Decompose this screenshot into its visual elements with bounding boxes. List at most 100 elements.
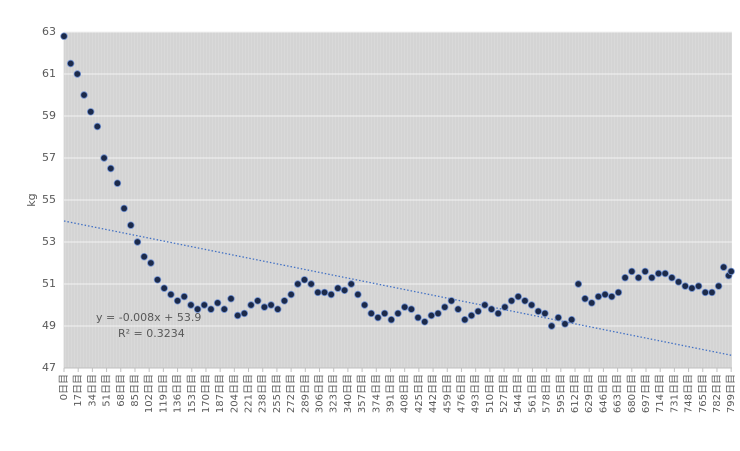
data-point [554,313,563,322]
data-point [207,305,215,313]
x-tick-label: 612日目 [570,374,581,413]
data-point [547,322,556,330]
data-point [621,274,629,282]
x-tick-label: 748日目 [684,374,695,413]
data-point [340,286,349,294]
data-point [521,297,529,305]
data-point [367,309,375,318]
y-tick-label: 57 [42,151,56,164]
data-point [681,282,689,290]
data-point [127,221,135,229]
data-point [608,292,616,301]
x-tick-label: 238日目 [258,374,269,413]
data-point [254,297,262,305]
data-point [648,274,656,282]
data-point [274,305,282,313]
data-point [147,259,155,267]
x-tick-label: 782日目 [712,374,723,413]
x-tick-label: 102日目 [144,374,155,413]
data-point [93,122,102,131]
data-point [113,179,122,187]
data-point [120,204,128,213]
x-tick-label: 272日目 [286,374,297,413]
data-point [140,253,148,261]
data-point [60,32,68,40]
data-point [594,292,603,301]
trend-equation: y = -0.008x + 53.9 [96,311,201,324]
data-point [494,309,502,318]
data-point [501,303,509,311]
x-tick-label: 221日目 [244,374,255,413]
data-point [260,303,269,311]
data-point [220,305,229,313]
data-point [347,280,355,288]
x-tick-label: 765日目 [698,374,709,413]
data-point [434,309,442,318]
y-tick-label: 55 [42,193,56,206]
data-point [541,309,549,318]
x-tick-label: 136日目 [173,374,184,413]
x-tick-label: 391日目 [385,374,396,413]
x-tick-label: 578日目 [542,374,553,413]
x-tick-label: 544日目 [513,374,524,413]
data-point [694,282,703,290]
data-point [107,164,115,173]
x-tick-label: 68日目 [116,374,127,407]
x-tick-label: 306日目 [315,374,326,413]
data-point [561,320,569,328]
data-point [400,303,409,311]
data-point [240,309,249,318]
data-point [641,267,649,276]
x-tick-label: 357日目 [357,374,368,413]
x-tick-label: 119日目 [158,374,169,413]
data-point [601,290,609,299]
x-tick-label: 170日目 [201,374,212,413]
x-tick-label: 799日目 [726,374,737,413]
data-point [441,303,449,311]
data-point [87,108,95,116]
x-tick-label: 646日目 [598,374,609,413]
x-tick-label: 289日目 [300,374,311,413]
x-tick-label: 663日目 [613,374,624,413]
data-point [200,301,208,309]
data-point [534,307,542,315]
data-point [380,309,389,318]
data-point [307,280,315,288]
x-tick-label: 204日目 [229,374,240,413]
data-point [454,305,462,313]
data-point [300,276,309,284]
x-tick-label: 595日目 [556,374,567,413]
y-axis-label: kg [25,193,38,206]
x-tick-label: 85日目 [130,374,141,407]
x-tick-label: 153日目 [187,374,198,413]
data-point [180,292,188,301]
data-point [461,316,469,324]
x-tick-label: 51日目 [102,374,113,407]
data-point [467,311,476,320]
data-point [394,309,402,318]
data-point [327,290,335,299]
x-tick-label: 17日目 [73,374,84,407]
data-point [567,316,576,324]
y-tick-label: 53 [42,235,56,248]
x-tick-label: 34日目 [87,374,98,407]
data-point [674,278,683,286]
x-tick-label: 527日目 [499,374,510,413]
data-point [514,292,522,301]
data-point [714,282,723,290]
y-tick-label: 61 [42,67,56,80]
data-point [661,269,669,278]
y-tick-label: 51 [42,277,56,290]
x-tick-label: 187日目 [215,374,226,413]
data-point [100,154,108,162]
data-point [247,301,255,309]
data-point [80,91,88,99]
data-point [374,313,382,322]
data-point [574,280,583,288]
data-point [628,267,636,276]
data-point [73,70,82,78]
data-point [360,301,369,309]
data-point [193,305,202,313]
x-tick-label: 408日目 [400,374,411,413]
data-point [280,297,289,305]
